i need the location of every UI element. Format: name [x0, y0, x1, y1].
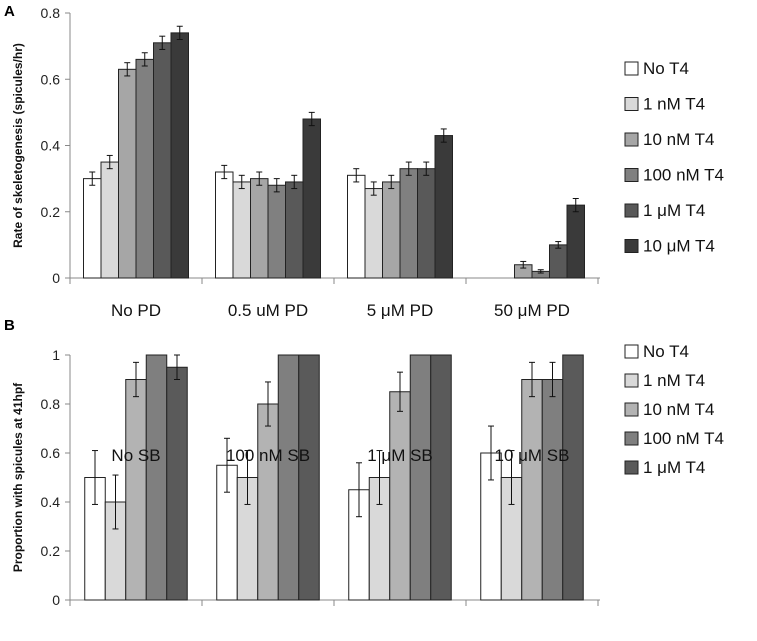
y-tick-label: 0.8 [41, 5, 61, 21]
legend-swatch [624, 460, 639, 475]
y-tick-label: 0 [52, 592, 60, 608]
bar [250, 178, 269, 279]
y-tick-label: 0.2 [41, 204, 61, 220]
legend-entry: 10 nM T4 [643, 130, 715, 149]
bar [434, 135, 453, 279]
y-tick-label: 0.4 [41, 138, 61, 154]
y-axis-label: Rate of skeletogenesis (spicules/hr) [11, 43, 25, 248]
bar [541, 379, 564, 601]
legend-swatch [624, 344, 639, 359]
x-category-label: 0.5 uM PD [228, 301, 308, 320]
y-tick-label: 0 [52, 270, 60, 286]
bar [277, 354, 300, 601]
x-category-label: 10 μM SB [495, 446, 570, 465]
legend-entry: 1 μM T4 [643, 458, 705, 477]
bar [364, 188, 383, 279]
x-category-label: No PD [111, 301, 161, 320]
y-tick-label: 0.2 [41, 543, 61, 559]
y-tick-label: 0.6 [41, 71, 61, 87]
legend-entry: 10 μM T4 [643, 237, 715, 256]
bar [430, 354, 452, 601]
bar [166, 366, 188, 601]
bar [257, 403, 279, 601]
bar [125, 379, 147, 601]
legend-swatch [624, 239, 639, 253]
legend-swatch [624, 402, 639, 417]
bar [145, 354, 168, 601]
bar [417, 168, 436, 279]
bar [135, 58, 154, 279]
x-category-label: 1 μM SB [367, 446, 433, 465]
bar [409, 354, 432, 601]
legend-entry: No T4 [643, 342, 689, 361]
x-category-label: No SB [111, 446, 160, 465]
y-tick-label: 0.4 [41, 494, 61, 510]
bar [83, 178, 102, 279]
bar [389, 391, 411, 601]
bar [549, 244, 568, 279]
bar [521, 379, 543, 601]
chart-panel-2: B 0 0.2 0.4 0.6 0.8 1 Proportion with spicules … [4, 317, 724, 608]
legend-entry: 1 μM T4 [643, 201, 705, 220]
y-tick-label: 0.8 [41, 396, 61, 412]
bar [170, 32, 189, 279]
x-category-label: 5 μM PD [367, 301, 433, 320]
bar [153, 42, 172, 279]
y-tick-label: 0.6 [41, 445, 61, 461]
legend-swatch [624, 97, 639, 111]
legend-swatch [624, 61, 639, 76]
bar [298, 354, 320, 601]
bar [285, 181, 304, 279]
x-category-label: 50 μM PD [494, 301, 570, 320]
bar [215, 171, 234, 279]
legend-entry: 10 nM T4 [643, 400, 715, 419]
panel-label: A [4, 3, 15, 20]
x-category-label: 100 nM SB [226, 446, 310, 465]
bar [566, 204, 585, 279]
legend-swatch [624, 373, 639, 388]
legend-entry: 100 nM T4 [643, 429, 724, 448]
bar [347, 174, 366, 279]
bar [302, 118, 321, 279]
legend-entry: 1 nM T4 [643, 95, 705, 114]
chart-panel-1: A 0 0.2 0.4 0.6 0.8 Rate of skeletogenesis (sp… [4, 3, 724, 320]
panel-label: B [4, 317, 15, 334]
bar [232, 181, 251, 279]
bar [267, 184, 286, 279]
legend-swatch [624, 132, 639, 147]
bar [562, 354, 584, 601]
legend-swatch [624, 168, 639, 182]
bar [100, 161, 119, 279]
legend-swatch [624, 203, 639, 218]
legend-entry: 1 nM T4 [643, 371, 705, 390]
legend-entry: 100 nM T4 [643, 166, 724, 185]
bar [399, 168, 418, 279]
bar [382, 181, 401, 279]
legend-entry: No T4 [643, 59, 689, 78]
bar [118, 68, 137, 279]
y-tick-label: 1 [52, 347, 60, 363]
y-axis-label: Proportion with spicules at 41hpf [11, 382, 25, 572]
legend-swatch [624, 431, 639, 446]
